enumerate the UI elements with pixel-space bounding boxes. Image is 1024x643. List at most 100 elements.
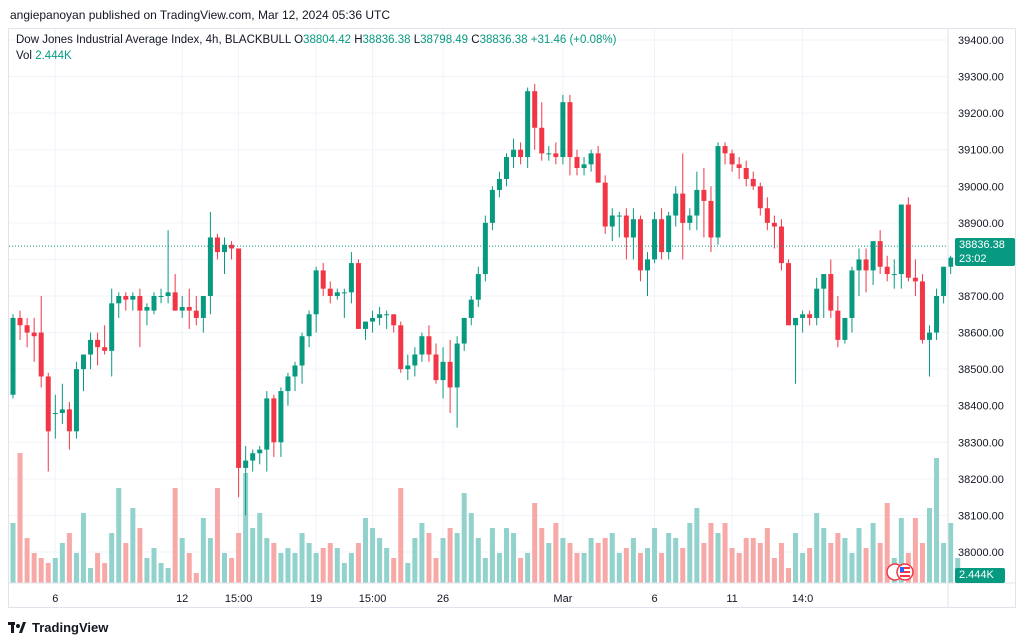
candle-body (454, 343, 460, 388)
candle (891, 259, 897, 289)
volume-bar (109, 533, 115, 583)
bar-countdown: 23:02 (959, 253, 987, 265)
candle (292, 361, 298, 392)
volume-bar (10, 523, 16, 583)
candle-body (771, 222, 777, 227)
price-axis: 39400.00 39300.00 39200.00 39100.00 39000.00… (947, 29, 1004, 608)
volume-bar (666, 533, 672, 583)
volume-bar (715, 533, 721, 583)
candle (327, 281, 333, 304)
candle-body (870, 241, 876, 271)
candle-body (144, 306, 150, 311)
candle-body (334, 292, 340, 296)
x-tick-label: 6 (52, 593, 58, 605)
y-tick-label: 39000.00 (958, 181, 1004, 193)
chart-frame[interactable] (8, 28, 1016, 608)
candle (496, 171, 502, 198)
candle (821, 274, 827, 318)
candle-body (673, 193, 679, 216)
candle-body (623, 215, 629, 238)
volume-bar (511, 533, 517, 583)
candle (109, 288, 115, 377)
volume-bar (236, 533, 242, 583)
candle (299, 332, 305, 384)
candle-body (912, 277, 918, 282)
y-tick-label: 38600.00 (958, 328, 1004, 340)
candle-body (52, 413, 58, 415)
candle (609, 208, 615, 242)
candle-body (207, 237, 213, 296)
candle-body (24, 325, 30, 333)
candle-body (391, 314, 397, 326)
volume-bar (24, 538, 30, 583)
candle-body (38, 332, 44, 377)
candle-body (81, 354, 86, 370)
candle (645, 252, 650, 296)
time-axis: 6 12 15:00 19 15:00 26 Mar 6 11 14:0 (9, 582, 1016, 605)
candle-body (764, 208, 770, 223)
volume-bar (264, 538, 270, 583)
candle (179, 296, 185, 318)
candle (172, 274, 178, 311)
candle (440, 347, 446, 399)
candle (306, 310, 312, 348)
x-tick-label: 26 (437, 593, 449, 605)
publisher-line: angiepanoyan published on TradingView.co… (10, 8, 391, 22)
candle (919, 274, 925, 344)
volume-bar (736, 553, 742, 583)
volume-bar (193, 573, 199, 583)
candle-body (793, 317, 799, 326)
volume-bar (856, 528, 862, 583)
candle-body (306, 314, 312, 337)
candle-body (348, 263, 354, 293)
footer-brand-name: TradingView (32, 620, 109, 635)
y-tick-label: 38700.00 (958, 291, 1004, 303)
volume-bar (659, 553, 665, 583)
candle (391, 314, 397, 333)
candle-body (856, 259, 862, 271)
y-tick-label: 39400.00 (958, 35, 1004, 47)
volume-bar (842, 538, 848, 583)
y-tick-label: 39100.00 (958, 145, 1004, 157)
candle (574, 149, 580, 176)
candle (701, 168, 707, 238)
volume-bar (496, 553, 502, 583)
candle (595, 146, 601, 183)
volume-bar (941, 543, 947, 583)
x-tick-label: 11 (726, 593, 737, 605)
candle (588, 149, 594, 172)
candle-body (363, 321, 368, 329)
volume-bar (250, 528, 256, 583)
candle-body (553, 153, 559, 158)
candle (278, 387, 284, 457)
candle-body (320, 270, 326, 289)
candle-body (278, 391, 284, 443)
candle-body (172, 292, 178, 311)
candle (863, 248, 869, 293)
candle-body (666, 215, 672, 253)
volume-bar (222, 553, 227, 583)
candle (687, 208, 693, 231)
candle (539, 102, 545, 161)
candle (31, 317, 37, 362)
candle (370, 310, 376, 333)
candle (52, 394, 58, 439)
candle-body (659, 219, 665, 253)
volume-bar (391, 558, 397, 583)
volume-bar (59, 543, 65, 583)
candle (560, 94, 566, 165)
candle-body (66, 409, 72, 432)
candle (236, 248, 242, 498)
footer-brand[interactable]: TradingView (8, 620, 108, 635)
volume-bar (38, 558, 44, 583)
candle-body (109, 303, 115, 351)
volume-bar (560, 538, 566, 583)
candle (10, 314, 16, 399)
us-flag-icon[interactable] (886, 562, 916, 582)
candle (525, 87, 531, 168)
candle-body (595, 153, 601, 183)
candle-body (355, 263, 361, 329)
candle (870, 241, 876, 286)
x-tick-label: 14:0 (792, 593, 813, 605)
